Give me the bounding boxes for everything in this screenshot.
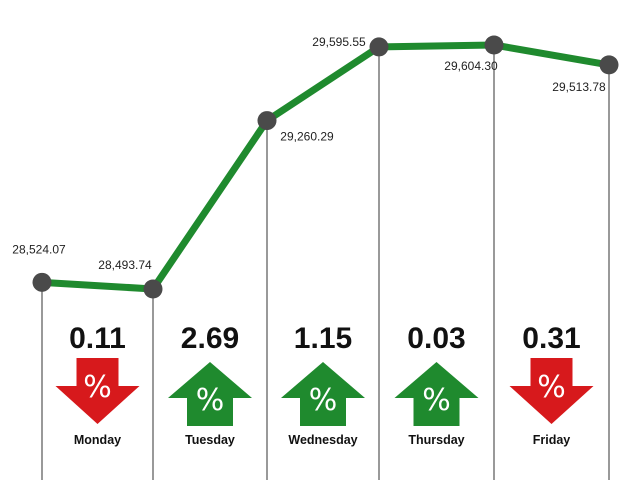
up-arrow-icon — [168, 362, 252, 426]
data-point-marker — [143, 279, 163, 299]
value-label: 28,493.74 — [98, 258, 152, 272]
percent-symbol: % — [422, 383, 451, 418]
day-label: Wednesday — [288, 433, 357, 447]
percent-change-label: 1.15 — [294, 322, 352, 355]
data-point-marker — [257, 111, 277, 131]
value-label: 29,260.29 — [280, 130, 334, 144]
value-label: 29,513.78 — [552, 80, 606, 94]
day-label: Friday — [533, 433, 571, 447]
up-arrow-icon — [394, 362, 479, 426]
series-line — [38, 41, 613, 293]
value-label: 29,595.55 — [312, 35, 366, 49]
day-label: Tuesday — [185, 433, 235, 447]
down-arrow-icon — [55, 358, 140, 424]
data-point-marker — [369, 37, 389, 57]
value-label: 28,524.07 — [12, 242, 66, 256]
value-label: 29,604.30 — [444, 59, 498, 73]
percent-symbol: % — [537, 370, 566, 405]
percent-change-label: 0.31 — [522, 322, 580, 355]
day-dividers — [41, 53, 610, 480]
daily-changes: 0.11% Monday 2.69% Tuesday 1.15% Wednesday 0.0… — [55, 322, 594, 447]
up-arrow-icon — [281, 362, 365, 426]
percent-change-label: 2.69 — [181, 322, 239, 355]
percent-symbol: % — [83, 370, 112, 405]
down-arrow-icon — [509, 358, 594, 424]
percent-symbol: % — [196, 383, 225, 418]
percent-symbol: % — [309, 383, 338, 418]
data-point-marker — [32, 272, 52, 292]
percent-change-label: 0.11 — [69, 322, 126, 355]
index-line — [38, 41, 613, 293]
day-label: Monday — [74, 433, 121, 447]
percent-change-label: 0.03 — [407, 322, 465, 355]
value-labels: 28,524.07 28,493.74 29,260.29 29,595.55 29,6… — [12, 35, 606, 272]
data-points — [32, 35, 619, 299]
day-label: Thursday — [408, 433, 464, 447]
data-point-marker — [484, 35, 504, 55]
data-point-marker — [599, 55, 619, 75]
